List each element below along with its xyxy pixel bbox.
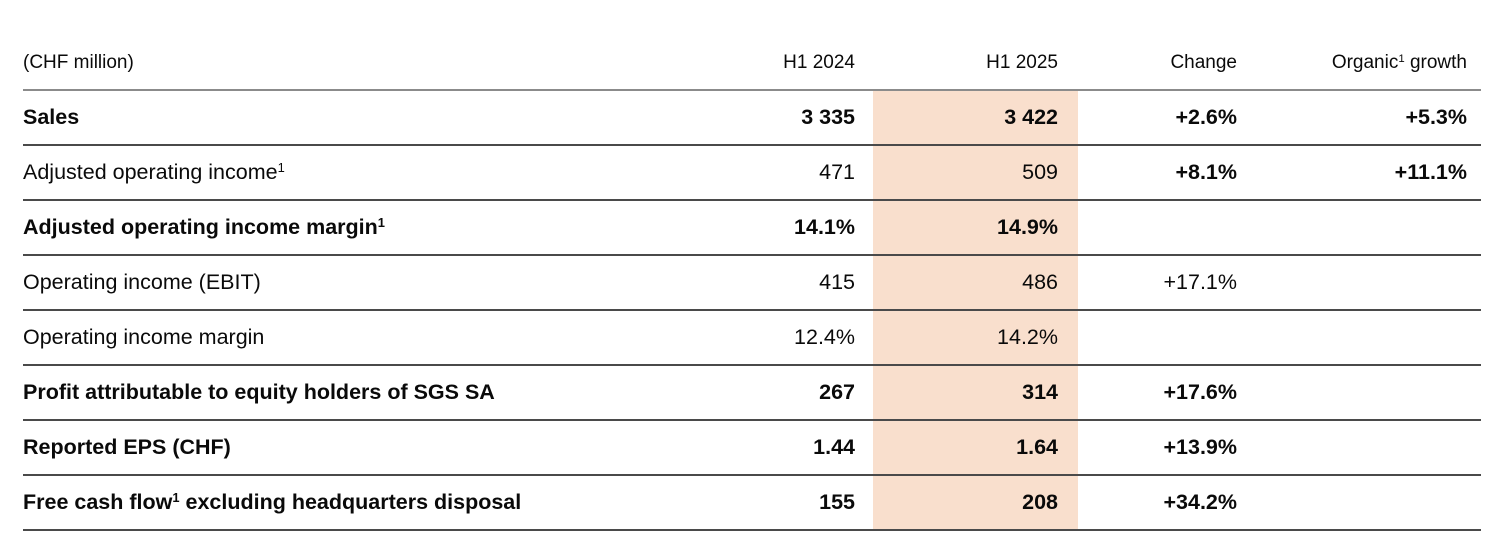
value-h1-2025: 486	[873, 255, 1078, 311]
value-h1-2024: 155	[713, 475, 873, 531]
footnote-marker: 1	[377, 214, 385, 230]
metric-label-text: Free cash flow	[23, 490, 173, 514]
col-header-organic-growth: Organic1 growth	[1238, 0, 1481, 91]
footnote-marker: 1	[172, 489, 180, 505]
value-h1-2025: 14.2%	[873, 310, 1078, 366]
metric-label-text: Sales	[23, 105, 80, 129]
value-change: +2.6%	[1078, 90, 1238, 146]
value-h1-2024: 471	[713, 145, 873, 201]
value-organic-growth: +5.3%	[1238, 90, 1481, 146]
table-row-profit-attributable: Profit attributable to equity holders of…	[23, 365, 1481, 421]
value-change: +17.6%	[1078, 365, 1238, 421]
organic-footnote-marker: 1	[1398, 52, 1405, 65]
organic-header-text-suffix: growth	[1404, 52, 1467, 73]
table-row-operating-income-margin: Operating income margin 12.4% 14.2%	[23, 310, 1481, 366]
value-h1-2024: 12.4%	[713, 310, 873, 366]
value-h1-2025: 14.9%	[873, 200, 1078, 256]
value-h1-2025: 509	[873, 145, 1078, 201]
table-row-adjusted-operating-income-margin: Adjusted operating income margin1 14.1% …	[23, 200, 1481, 256]
value-organic-growth	[1238, 200, 1481, 256]
metric-label: Operating income (EBIT)	[23, 255, 713, 311]
unit-label: (CHF million)	[23, 0, 713, 91]
value-h1-2025: 3 422	[873, 90, 1078, 146]
table-row-adjusted-operating-income: Adjusted operating income1 471 509 +8.1%…	[23, 145, 1481, 201]
value-change: +13.9%	[1078, 420, 1238, 476]
metric-label-text: Adjusted operating income margin	[23, 215, 378, 239]
value-change: +8.1%	[1078, 145, 1238, 201]
metric-label-text-suffix: excluding headquarters disposal	[179, 490, 522, 514]
value-h1-2025: 314	[873, 365, 1078, 421]
value-organic-growth	[1238, 255, 1481, 311]
organic-header-text: Organic	[1331, 52, 1399, 73]
value-change: +17.1%	[1078, 255, 1238, 311]
footnote-marker: 1	[277, 159, 285, 175]
value-h1-2025: 1.64	[873, 420, 1078, 476]
col-header-h1-2025: H1 2025	[873, 0, 1078, 91]
table-row-operating-income-ebit: Operating income (EBIT) 415 486 +17.1%	[23, 255, 1481, 311]
metric-label-text: Reported EPS (CHF)	[23, 435, 231, 459]
table-row-sales: Sales 3 335 3 422 +2.6% +5.3%	[23, 90, 1481, 146]
value-h1-2024: 3 335	[713, 90, 873, 146]
value-organic-growth	[1238, 310, 1481, 366]
value-change	[1078, 310, 1238, 366]
metric-label: Adjusted operating income margin1	[23, 200, 713, 256]
table-row-reported-eps: Reported EPS (CHF) 1.44 1.64 +13.9%	[23, 420, 1481, 476]
metric-label: Free cash flow1 excluding headquarters d…	[23, 475, 713, 531]
value-h1-2024: 1.44	[713, 420, 873, 476]
metric-label-text: Profit attributable to equity holders of…	[23, 380, 495, 404]
value-h1-2025: 208	[873, 475, 1078, 531]
metric-label: Profit attributable to equity holders of…	[23, 365, 713, 421]
metric-label: Operating income margin	[23, 310, 713, 366]
metric-label: Sales	[23, 90, 713, 146]
value-change	[1078, 200, 1238, 256]
metric-label: Adjusted operating income1	[23, 145, 713, 201]
col-header-change: Change	[1078, 0, 1238, 91]
financial-summary-table: (CHF million) H1 2024 H1 2025 Change Org…	[23, 0, 1481, 531]
metric-label-text: Operating income (EBIT)	[23, 270, 261, 294]
table-row-free-cash-flow: Free cash flow1 excluding headquarters d…	[23, 475, 1481, 531]
value-organic-growth	[1238, 420, 1481, 476]
metric-label-text: Adjusted operating income	[23, 160, 278, 184]
table-header: (CHF million) H1 2024 H1 2025 Change Org…	[23, 0, 1481, 91]
header-row: (CHF million) H1 2024 H1 2025 Change Org…	[23, 0, 1481, 91]
table-body: Sales 3 335 3 422 +2.6% +5.3% Adjusted o…	[23, 90, 1481, 531]
value-h1-2024: 267	[713, 365, 873, 421]
col-header-h1-2024: H1 2024	[713, 0, 873, 91]
metric-label-text: Operating income margin	[23, 325, 265, 349]
value-change: +34.2%	[1078, 475, 1238, 531]
metric-label: Reported EPS (CHF)	[23, 420, 713, 476]
value-organic-growth	[1238, 475, 1481, 531]
value-organic-growth: +11.1%	[1238, 145, 1481, 201]
value-h1-2024: 415	[713, 255, 873, 311]
value-organic-growth	[1238, 365, 1481, 421]
value-h1-2024: 14.1%	[713, 200, 873, 256]
